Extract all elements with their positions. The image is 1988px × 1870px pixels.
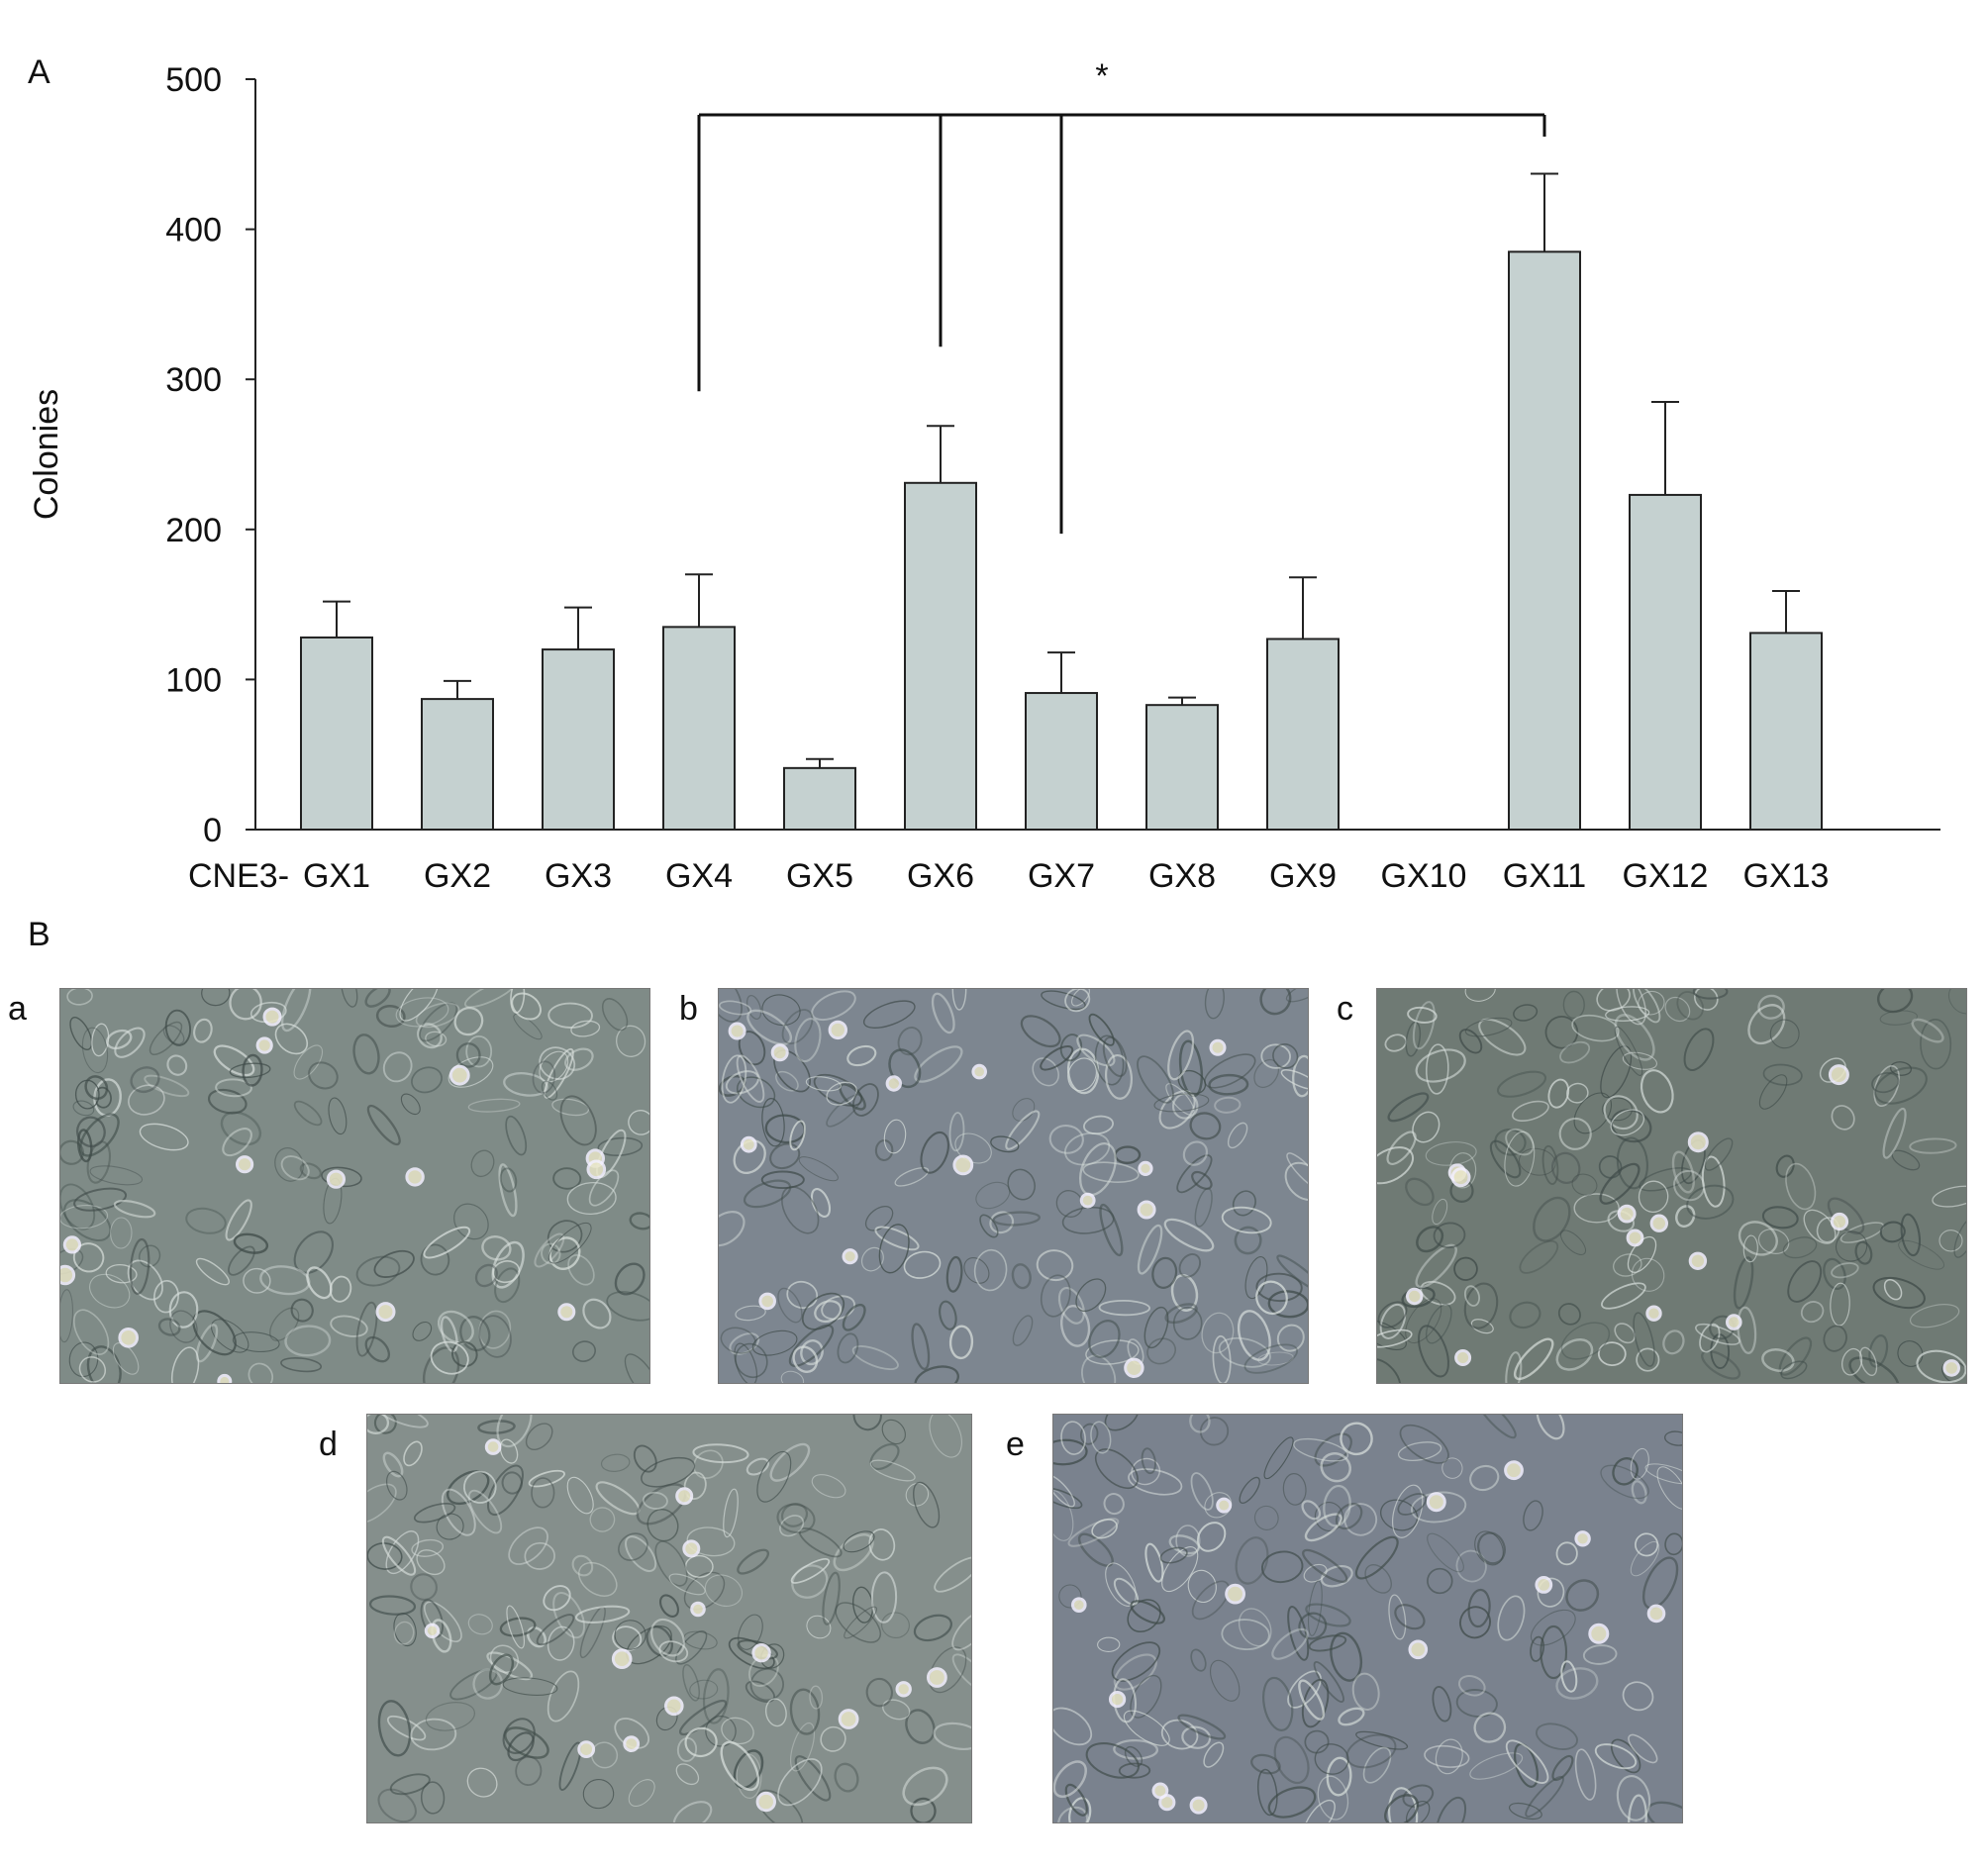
y-tick-label: 500 <box>165 61 222 99</box>
panel-a-label: A <box>28 53 50 91</box>
x-tick-label: GX9 <box>1269 857 1337 895</box>
bar <box>904 481 977 831</box>
bar <box>783 766 856 831</box>
micrograph-b <box>718 988 1309 1384</box>
micrograph-label-c: c <box>1337 990 1353 1028</box>
panel-b-label: B <box>28 916 50 953</box>
micrograph-label-a: a <box>8 990 27 1028</box>
x-tick-label: GX8 <box>1148 857 1216 895</box>
bar <box>421 698 494 831</box>
bar <box>542 648 615 832</box>
cell-texture <box>719 989 1308 1383</box>
bar <box>1145 704 1219 831</box>
x-tick-label: GX12 <box>1623 857 1709 895</box>
micrograph-d <box>366 1414 972 1823</box>
micrograph-c <box>1376 988 1967 1384</box>
bar <box>662 626 736 832</box>
x-tick-label: GX11 <box>1503 857 1586 895</box>
colonies-bar-chart: 0 100 200 300 400 500 Colonies CNE3- GX1 GX2 GX3 GX… <box>28 57 1940 895</box>
x-tick-label: GX7 <box>1028 857 1095 895</box>
x-tick-label: GX4 <box>665 857 733 895</box>
y-axis-label: Colonies <box>28 389 65 520</box>
x-tick-label: GX1 <box>303 857 370 895</box>
cell-texture <box>1377 989 1966 1383</box>
bar <box>300 636 373 832</box>
bar <box>1629 493 1702 831</box>
micrograph-label-b: b <box>679 990 698 1028</box>
cell-texture <box>1053 1415 1682 1822</box>
bar <box>1025 692 1098 831</box>
micrograph-label-e: e <box>1006 1426 1025 1463</box>
x-category-prefix: CNE3- <box>188 857 289 895</box>
cell-texture <box>367 1415 971 1822</box>
y-tick-label: 300 <box>165 361 222 399</box>
y-tick-label: 400 <box>165 212 222 249</box>
y-tick-label: 200 <box>165 512 222 549</box>
micrograph-a <box>59 988 650 1384</box>
x-tick-label: GX5 <box>786 857 853 895</box>
x-tick-label: GX13 <box>1743 857 1830 895</box>
x-tick-label: GX6 <box>907 857 974 895</box>
y-tick-label: 100 <box>165 661 222 699</box>
y-tick-label: 0 <box>203 812 222 849</box>
significance-marker: * <box>1095 57 1108 95</box>
x-tick-label: GX3 <box>545 857 612 895</box>
bar <box>1508 250 1581 831</box>
bar <box>1749 632 1823 831</box>
bar <box>1266 638 1340 832</box>
x-tick-label: GX2 <box>424 857 491 895</box>
micrograph-label-d: d <box>319 1426 338 1463</box>
micrograph-e <box>1052 1414 1683 1823</box>
x-tick-label: GX10 <box>1381 857 1467 895</box>
cell-texture <box>60 989 649 1383</box>
